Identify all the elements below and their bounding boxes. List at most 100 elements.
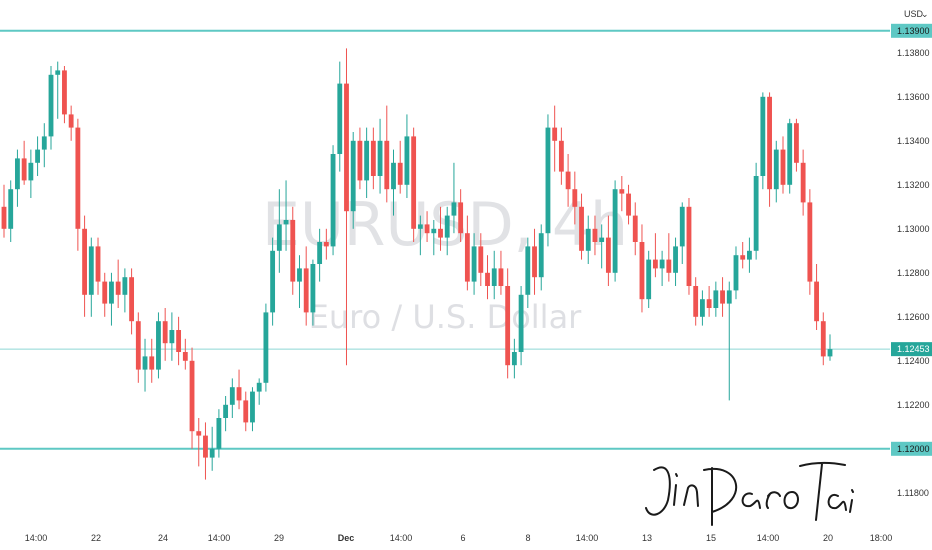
- candle: [102, 272, 108, 317]
- symbol-watermark: EURUSD, 4h Euro / U.S. Dollar: [262, 190, 628, 336]
- candle: [350, 132, 356, 229]
- y-tick-label: 1.13600: [897, 92, 930, 102]
- level-badge-label: 1.12000: [897, 444, 930, 454]
- candle: [162, 308, 168, 361]
- candle-body: [572, 189, 578, 207]
- candle-body: [780, 149, 786, 185]
- candle: [753, 162, 759, 260]
- candle-body: [344, 83, 349, 212]
- candle-body: [679, 206, 685, 247]
- candle-body: [592, 228, 598, 242]
- x-tick-label: 29: [274, 533, 284, 543]
- x-tick-label: 15: [706, 533, 716, 543]
- candle: [478, 233, 484, 286]
- candle-body: [814, 281, 819, 322]
- candle: [88, 237, 94, 317]
- candle-body: [182, 352, 188, 361]
- candle: [8, 180, 14, 242]
- watermark-name: Euro / U.S. Dollar: [309, 298, 583, 336]
- candle: [639, 224, 645, 313]
- candle: [95, 237, 101, 295]
- candle: [203, 422, 208, 480]
- candle: [780, 136, 786, 194]
- candle-body: [773, 149, 779, 190]
- candle: [659, 250, 665, 286]
- candle-body: [659, 259, 665, 269]
- candle: [344, 48, 349, 366]
- x-tick-label: 6: [460, 533, 465, 543]
- candle-body: [209, 448, 215, 458]
- y-tick-label: 1.12800: [897, 268, 930, 278]
- candle: [592, 215, 598, 256]
- candle: [726, 281, 732, 401]
- candle: [317, 228, 323, 282]
- currency-caret-icon[interactable]: ⌄: [921, 9, 929, 19]
- candle-body: [538, 233, 544, 278]
- y-tick-label: 1.13400: [897, 136, 930, 146]
- candle-body: [626, 193, 631, 216]
- candle-body: [733, 255, 739, 291]
- candle-body: [498, 268, 504, 286]
- candle: [733, 246, 739, 300]
- candle: [182, 338, 188, 370]
- x-tick-label: 14:00: [757, 533, 780, 543]
- candle-body: [236, 387, 242, 401]
- x-tick-label: 13: [642, 533, 652, 543]
- candle: [720, 277, 725, 317]
- candle: [518, 286, 524, 366]
- candle: [525, 237, 531, 308]
- level-badge-label: 1.13900: [897, 26, 930, 36]
- candle: [323, 228, 329, 260]
- candle-body: [55, 70, 61, 75]
- y-tick-label: 1.13200: [897, 180, 930, 190]
- price-axis[interactable]: USD ⌄ 1.13800 1.13600 1.13400 1.13200 1.1300…: [890, 0, 932, 528]
- candle-body: [612, 189, 618, 273]
- candle-body: [666, 259, 672, 273]
- candle: [619, 176, 625, 212]
- candle: [579, 193, 584, 260]
- candle: [397, 140, 403, 194]
- candle: [773, 140, 779, 203]
- candle-body: [505, 286, 511, 366]
- candle: [68, 105, 74, 141]
- last-price-label: 1.12453: [897, 344, 930, 354]
- candle-body: [15, 158, 20, 190]
- candle-body: [404, 136, 410, 185]
- candle: [196, 418, 202, 467]
- candles: [1, 48, 833, 480]
- candle: [82, 215, 88, 317]
- time-axis[interactable]: 14:00 22 24 14:00 29 Dec 14:00 6 8 14:00 13 15 14:00…: [25, 533, 893, 543]
- candle: [444, 206, 450, 256]
- candle-body: [511, 352, 517, 366]
- candle-body: [740, 255, 746, 260]
- candle-body: [176, 330, 182, 352]
- candle-body: [706, 299, 712, 308]
- y-tick-label: 1.13800: [897, 48, 930, 58]
- candle: [229, 378, 235, 418]
- candle-body: [760, 96, 766, 176]
- candle: [485, 255, 490, 300]
- candle: [129, 268, 135, 335]
- candle: [337, 61, 343, 172]
- candle-body: [256, 382, 262, 392]
- candle-body: [431, 228, 437, 234]
- candle: [438, 206, 443, 251]
- candle-body: [102, 281, 108, 304]
- candle-body: [189, 360, 195, 432]
- candle-body: [62, 70, 67, 115]
- candle: [646, 250, 652, 308]
- candle-body: [632, 215, 638, 242]
- candle: [263, 303, 269, 392]
- candle-body: [283, 220, 289, 225]
- candle-body: [686, 206, 692, 286]
- candle: [149, 338, 155, 383]
- candle-body: [364, 140, 370, 181]
- candle-body: [229, 387, 235, 405]
- candle-body: [337, 83, 343, 154]
- candle: [62, 66, 67, 124]
- candle-body: [250, 391, 255, 423]
- candle-body: [149, 356, 155, 370]
- candle: [250, 387, 255, 432]
